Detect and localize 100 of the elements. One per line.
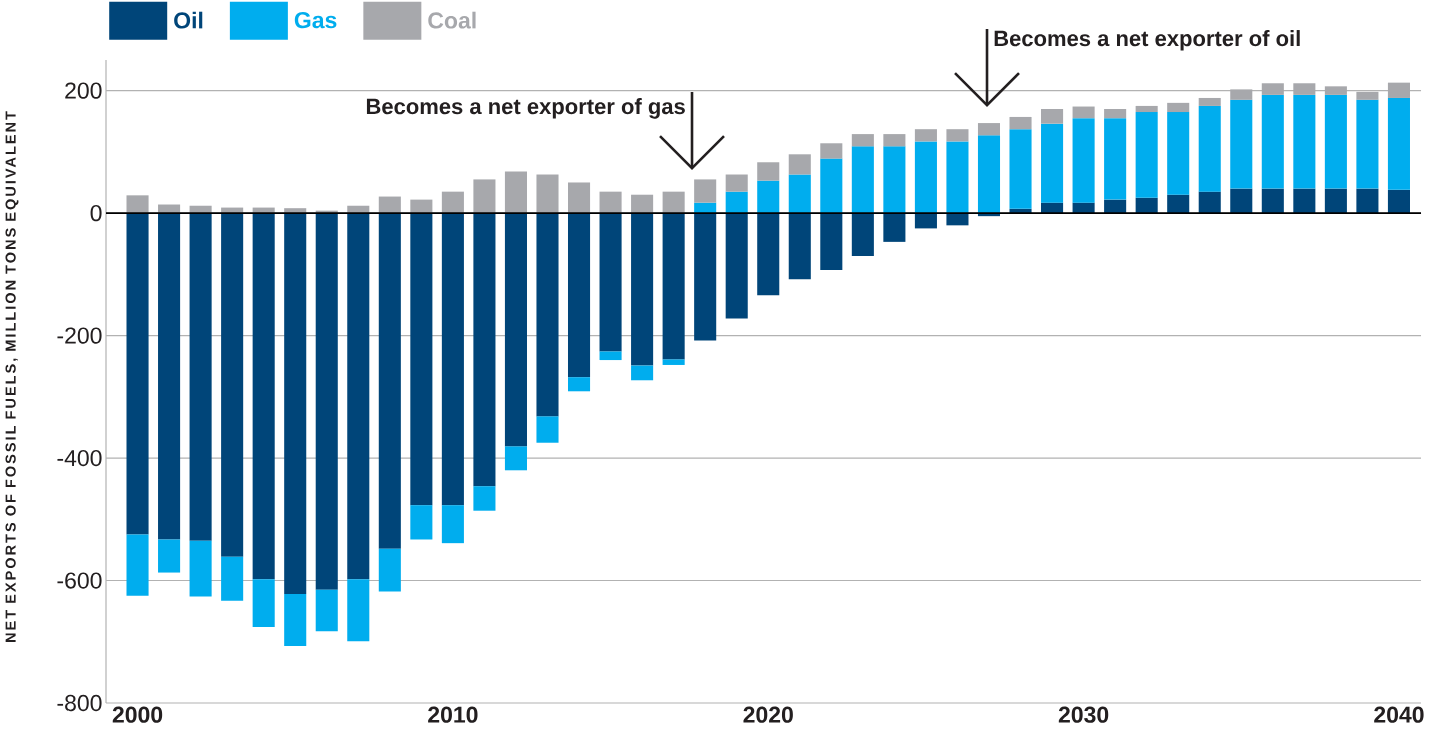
bar: [1387, 189, 1410, 214]
bar: [536, 416, 559, 443]
bar: [1198, 97, 1221, 106]
bar: [851, 134, 874, 147]
bar: [820, 143, 843, 159]
bar: [1261, 94, 1284, 189]
bar: [820, 213, 843, 271]
x-tick-label: 2010: [428, 706, 478, 723]
bar: [599, 191, 622, 214]
bar: [441, 213, 464, 506]
bar: [567, 182, 591, 214]
bar: [694, 179, 717, 203]
bar: [567, 377, 591, 392]
bar: [536, 213, 559, 417]
bar: [820, 158, 843, 214]
bar: [284, 213, 307, 594]
bar: [126, 534, 149, 596]
bar: [567, 213, 591, 378]
bar: [284, 594, 307, 647]
bar: [347, 579, 370, 642]
bar: [883, 134, 906, 147]
bar: [158, 539, 181, 573]
y-tick-label: -400: [57, 449, 102, 467]
bar: [1041, 123, 1064, 203]
bar: [1356, 188, 1379, 214]
bar: [788, 154, 811, 175]
bar: [378, 196, 401, 214]
bar: [788, 174, 811, 214]
bar: [221, 213, 244, 557]
bar: [1104, 108, 1127, 119]
legend-label: Gas: [294, 12, 337, 29]
bar: [441, 505, 464, 544]
bar: [378, 548, 401, 592]
annotation: Becomes a net exporter of gas: [366, 98, 685, 119]
bar: [1104, 118, 1127, 200]
bar: [1293, 188, 1316, 214]
bar: [1356, 99, 1379, 189]
bar: [126, 195, 149, 214]
bar: [315, 213, 338, 590]
bar: [347, 213, 370, 580]
bar: [694, 213, 717, 341]
bar: [221, 556, 244, 601]
bar: [252, 579, 275, 628]
bar: [315, 589, 338, 632]
bar: [473, 486, 496, 511]
bar: [883, 146, 906, 214]
bar: [1230, 99, 1253, 189]
bar: [977, 135, 1001, 214]
bar: [1261, 188, 1284, 214]
bar: [757, 162, 780, 181]
bar: [158, 213, 181, 540]
bar: [725, 213, 748, 319]
bar: [914, 213, 937, 229]
bar: [946, 129, 969, 142]
bar: [946, 213, 969, 226]
bar: [1230, 188, 1253, 214]
bar: [946, 141, 969, 214]
legend-label: Oil: [174, 11, 203, 29]
bar: [662, 213, 685, 360]
y-tick-label: -200: [57, 327, 102, 344]
bar: [1198, 105, 1221, 192]
bar: [1324, 188, 1347, 214]
y-tick-label: 0: [90, 204, 102, 222]
bar: [1135, 105, 1158, 113]
bar: [504, 171, 527, 214]
bar: [1135, 112, 1158, 198]
bar: [851, 146, 874, 214]
bar: [473, 213, 496, 487]
bar: [1041, 108, 1064, 124]
bar: [1072, 118, 1095, 203]
bar: [252, 213, 275, 580]
bar: [662, 359, 685, 365]
bar: [410, 213, 433, 506]
bar: [631, 365, 654, 381]
bar: [189, 213, 212, 541]
bar: [378, 213, 401, 549]
legend-label: Coal: [428, 11, 476, 29]
bar: [914, 129, 937, 142]
bar: [788, 213, 811, 280]
bar: [631, 213, 654, 366]
bar: [1324, 94, 1347, 189]
bar: [1009, 116, 1032, 130]
bar: [504, 213, 527, 447]
bar: [1167, 112, 1190, 195]
bar: [599, 213, 622, 352]
bar: [473, 179, 496, 214]
y-tick-label: -600: [57, 572, 102, 589]
x-tick-label: 2030: [1058, 706, 1109, 723]
bar: [536, 174, 559, 214]
bar: [1387, 97, 1410, 190]
bar: [599, 351, 622, 361]
bar: [1198, 191, 1221, 214]
bar: [1009, 129, 1032, 209]
bar: [725, 191, 748, 214]
bar: [1293, 94, 1316, 189]
x-tick-label: 2040: [1374, 706, 1424, 723]
y-tick-label: 200: [65, 82, 102, 99]
bar: [757, 213, 780, 296]
bar: [757, 180, 780, 214]
bar: [914, 141, 937, 214]
